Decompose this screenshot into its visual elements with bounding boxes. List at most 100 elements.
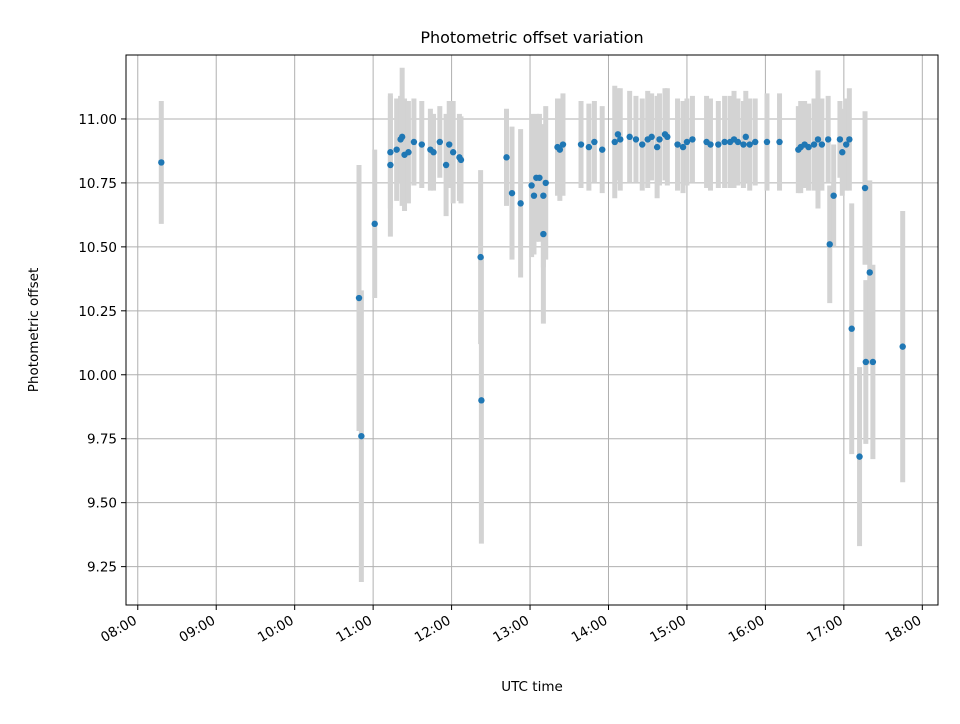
data-point [826, 241, 833, 248]
x-tick-label: 08:00 [98, 613, 140, 646]
data-point [398, 133, 406, 141]
data-point [848, 325, 855, 332]
data-point [763, 138, 771, 146]
data-point [824, 136, 832, 143]
data-point [585, 143, 593, 151]
data-point [387, 161, 394, 169]
data-point [540, 192, 547, 199]
data-point [846, 136, 853, 143]
x-tick-label: 18:00 [883, 613, 925, 646]
data-point [810, 141, 818, 148]
data-point [457, 156, 465, 164]
y-tick-label: 11.00 [78, 112, 117, 128]
data-point [856, 453, 863, 460]
plot-frame [125, 54, 939, 606]
data-point [358, 432, 365, 440]
data-point [599, 146, 606, 153]
data-point [577, 141, 585, 148]
data-point [387, 149, 394, 156]
data-point [674, 141, 681, 148]
x-tick-label: 17:00 [804, 613, 846, 646]
x-tick-label: 15:00 [647, 613, 689, 646]
data-point [653, 143, 661, 151]
data-point [683, 138, 691, 146]
data-point [664, 133, 671, 141]
data-point [742, 133, 749, 141]
data-point [617, 136, 624, 143]
y-axis: 9.25 9.50 9.75 10.00 10.25 10.50 10.75 11.00 [78, 112, 126, 576]
data-point [430, 149, 437, 156]
data-point [752, 138, 759, 146]
y-axis-label: Photometric offset [26, 268, 42, 392]
data-point [746, 141, 753, 148]
x-tick-label: 09:00 [177, 613, 219, 646]
data-point [805, 143, 812, 151]
data-point [689, 136, 696, 143]
data-point [477, 253, 484, 261]
x-axis: 08:00 09:00 10:00 11:00 12:00 13:00 14:00 15:00… [98, 605, 924, 646]
data-point [478, 397, 485, 404]
data-point [371, 220, 378, 228]
y-tick-label: 9.25 [87, 560, 117, 576]
data-point [405, 149, 412, 156]
y-tick-label: 10.25 [78, 304, 117, 320]
data-point [508, 189, 516, 197]
data-point [449, 149, 457, 156]
data-point [611, 138, 618, 146]
data-point [721, 138, 728, 146]
data-point [679, 143, 687, 151]
errorbar-layer [158, 67, 906, 582]
data-point [715, 141, 722, 148]
data-point [355, 294, 363, 302]
data-point [442, 161, 450, 169]
data-point [393, 146, 400, 153]
data-point [559, 141, 567, 148]
y-tick-label: 10.50 [78, 240, 117, 256]
x-tick-label: 10:00 [255, 613, 297, 646]
x-tick-label: 12:00 [412, 613, 454, 646]
data-point [410, 138, 418, 146]
data-point [899, 343, 906, 350]
data-point [591, 138, 598, 146]
data-point [540, 230, 547, 238]
y-tick-label: 9.50 [87, 496, 117, 512]
y-tick-label: 10.75 [78, 176, 117, 192]
x-tick-label: 13:00 [490, 613, 532, 646]
data-point [843, 141, 850, 148]
data-point [639, 141, 646, 148]
data-point [734, 138, 742, 146]
data-point [436, 138, 444, 146]
data-point [556, 146, 564, 153]
data-point [656, 136, 663, 143]
data-point [418, 141, 425, 148]
data-point [869, 358, 877, 366]
data-point [446, 141, 453, 148]
x-tick-label: 11:00 [333, 613, 375, 646]
points-layer [158, 131, 906, 460]
y-tick-label: 10.00 [78, 368, 117, 384]
data-point [707, 141, 714, 148]
data-point [542, 179, 549, 187]
data-point [776, 138, 783, 146]
data-point [814, 136, 822, 143]
y-tick-label: 9.75 [87, 432, 117, 448]
data-point [839, 149, 846, 156]
data-point [517, 200, 524, 207]
data-point [503, 154, 510, 161]
data-point [530, 192, 538, 199]
x-tick-label: 14:00 [569, 613, 611, 646]
data-point [830, 192, 837, 199]
data-point [740, 141, 747, 148]
chart-title: Photometric offset variation [420, 28, 643, 47]
data-point [836, 136, 844, 143]
data-point [861, 184, 869, 192]
data-point [866, 269, 873, 276]
data-point [528, 182, 535, 189]
data-point [648, 133, 655, 141]
data-point [862, 358, 870, 366]
x-axis-label: UTC time [501, 679, 563, 695]
data-point [818, 141, 826, 148]
data-point [536, 174, 543, 181]
